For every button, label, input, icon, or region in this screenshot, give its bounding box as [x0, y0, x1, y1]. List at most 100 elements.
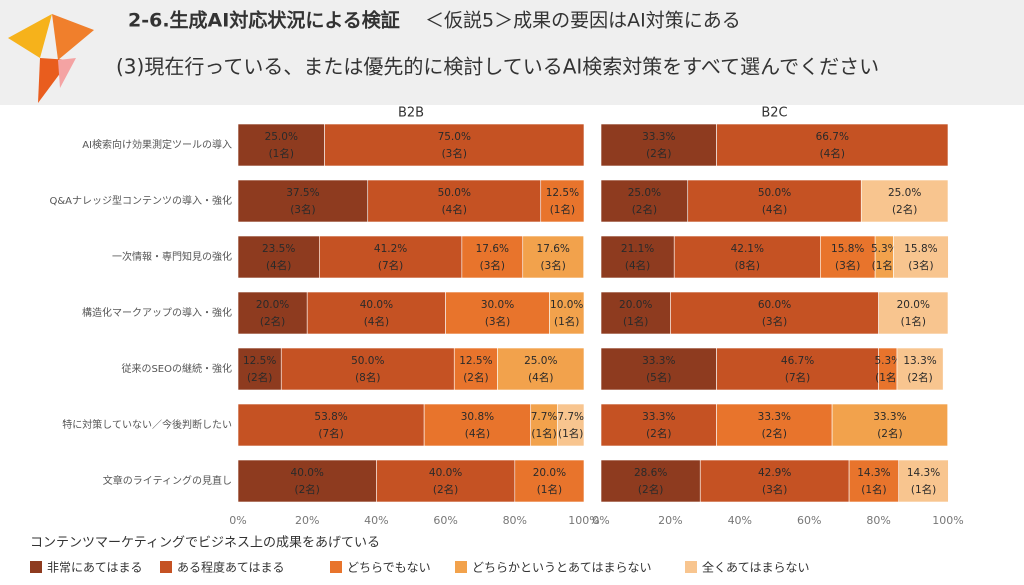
value-label: 50.0%	[351, 355, 384, 367]
value-label: 60.0%	[758, 299, 791, 311]
value-label: 10.0%	[550, 299, 583, 311]
count-label: (1名)	[550, 203, 575, 216]
value-label: 40.0%	[429, 467, 462, 479]
count-label: (2名)	[260, 315, 285, 328]
count-label: (5名)	[646, 371, 671, 384]
bar-segment	[673, 235, 821, 279]
count-label: (4名)	[528, 371, 553, 384]
bar-segment	[600, 347, 717, 391]
value-label: 33.3%	[758, 411, 791, 423]
category-label: 一次情報・専門知見の強化	[112, 250, 232, 263]
count-label: (2名)	[646, 427, 671, 440]
count-label: (7名)	[318, 427, 343, 440]
value-label: 40.0%	[360, 299, 393, 311]
bar-segment	[716, 403, 833, 447]
value-label: 5.3%	[871, 243, 898, 255]
bar-segment	[878, 291, 949, 335]
count-label: (1名)	[861, 483, 886, 496]
count-label: (2名)	[247, 371, 272, 384]
category-label: AI検索向け効果測定ツールの導入	[82, 138, 232, 151]
value-label: 42.1%	[731, 243, 764, 255]
legend-swatch	[685, 561, 697, 573]
count-label: (2名)	[463, 371, 488, 384]
section-title: 2-6.生成AI対応状況による検証	[128, 9, 400, 32]
bar-segment	[549, 291, 585, 335]
value-label: 42.9%	[758, 467, 791, 479]
bar-segment	[237, 179, 369, 223]
value-label: 14.3%	[857, 467, 890, 479]
value-label: 12.5%	[459, 355, 492, 367]
value-label: 66.7%	[816, 131, 849, 143]
value-label: 20.0%	[619, 299, 652, 311]
x-tick-label: 100%	[932, 514, 963, 527]
bar-segment	[557, 403, 585, 447]
value-label: 20.0%	[533, 467, 566, 479]
bar-segment	[600, 123, 717, 167]
count-label: (2名)	[638, 483, 663, 496]
bar-segment	[461, 235, 524, 279]
count-label: (4名)	[442, 203, 467, 216]
bar-segment	[237, 235, 320, 279]
count-label: (7名)	[785, 371, 810, 384]
count-label: (4名)	[820, 147, 845, 160]
value-label: 7.7%	[557, 411, 584, 423]
count-label: (4名)	[625, 259, 650, 272]
bar-segment	[600, 459, 701, 503]
value-label: 7.7%	[531, 411, 558, 423]
value-label: 15.8%	[904, 243, 937, 255]
legend-swatch	[160, 561, 172, 573]
panel-title: B2B	[398, 106, 424, 121]
value-label: 25.0%	[888, 187, 921, 199]
count-label: (2名)	[433, 483, 458, 496]
count-label: (2名)	[632, 203, 657, 216]
legend-label: どちらでもない	[347, 561, 431, 575]
bar-segment	[522, 235, 584, 279]
count-label: (2名)	[646, 147, 671, 160]
bar-segment	[670, 291, 879, 335]
value-label: 53.8%	[314, 411, 347, 423]
bar-segment	[453, 347, 498, 391]
category-label: 従来のSEOの継続・強化	[121, 362, 232, 375]
value-label: 46.7%	[781, 355, 814, 367]
value-label: 30.0%	[481, 299, 514, 311]
count-label: (4名)	[762, 203, 787, 216]
value-label: 40.0%	[291, 467, 324, 479]
value-label: 33.3%	[642, 355, 675, 367]
count-label: (3名)	[480, 259, 505, 272]
bar-segment	[514, 459, 585, 503]
value-label: 21.1%	[621, 243, 654, 255]
bar-segment	[600, 291, 671, 335]
category-label: Q&Aナレッジ型コンテンツの導入・強化	[49, 194, 232, 207]
legend-title: コンテンツマーケティングでビジネス上の成果をあげている	[30, 536, 380, 551]
count-label: (4名)	[364, 315, 389, 328]
count-label: (8名)	[735, 259, 760, 272]
bar-segment	[324, 123, 585, 167]
value-label: 28.6%	[634, 467, 667, 479]
x-tick-label: 20%	[295, 514, 319, 527]
bar-segment	[280, 347, 455, 391]
legend-swatch	[30, 561, 42, 573]
count-label: (1名)	[537, 483, 562, 496]
count-label: (4名)	[266, 259, 291, 272]
count-label: (2名)	[892, 203, 917, 216]
value-label: 12.5%	[243, 355, 276, 367]
legend-swatch	[330, 561, 342, 573]
count-label: (2名)	[907, 371, 932, 384]
bar-segment	[860, 179, 949, 223]
value-label: 33.3%	[642, 131, 675, 143]
value-label: 23.5%	[262, 243, 295, 255]
bar-segment	[687, 179, 862, 223]
value-label: 17.6%	[537, 243, 570, 255]
value-label: 50.0%	[758, 187, 791, 199]
bar-segment	[237, 403, 425, 447]
bar-segment	[237, 123, 325, 167]
logo	[8, 14, 94, 103]
header-band	[0, 0, 1024, 105]
value-label: 41.2%	[374, 243, 407, 255]
bar-segment	[237, 291, 308, 335]
bar-segment	[237, 347, 282, 391]
count-label: (1名)	[872, 259, 897, 272]
legend-label: ある程度あてはまる	[177, 560, 285, 575]
value-label: 15.8%	[831, 243, 864, 255]
